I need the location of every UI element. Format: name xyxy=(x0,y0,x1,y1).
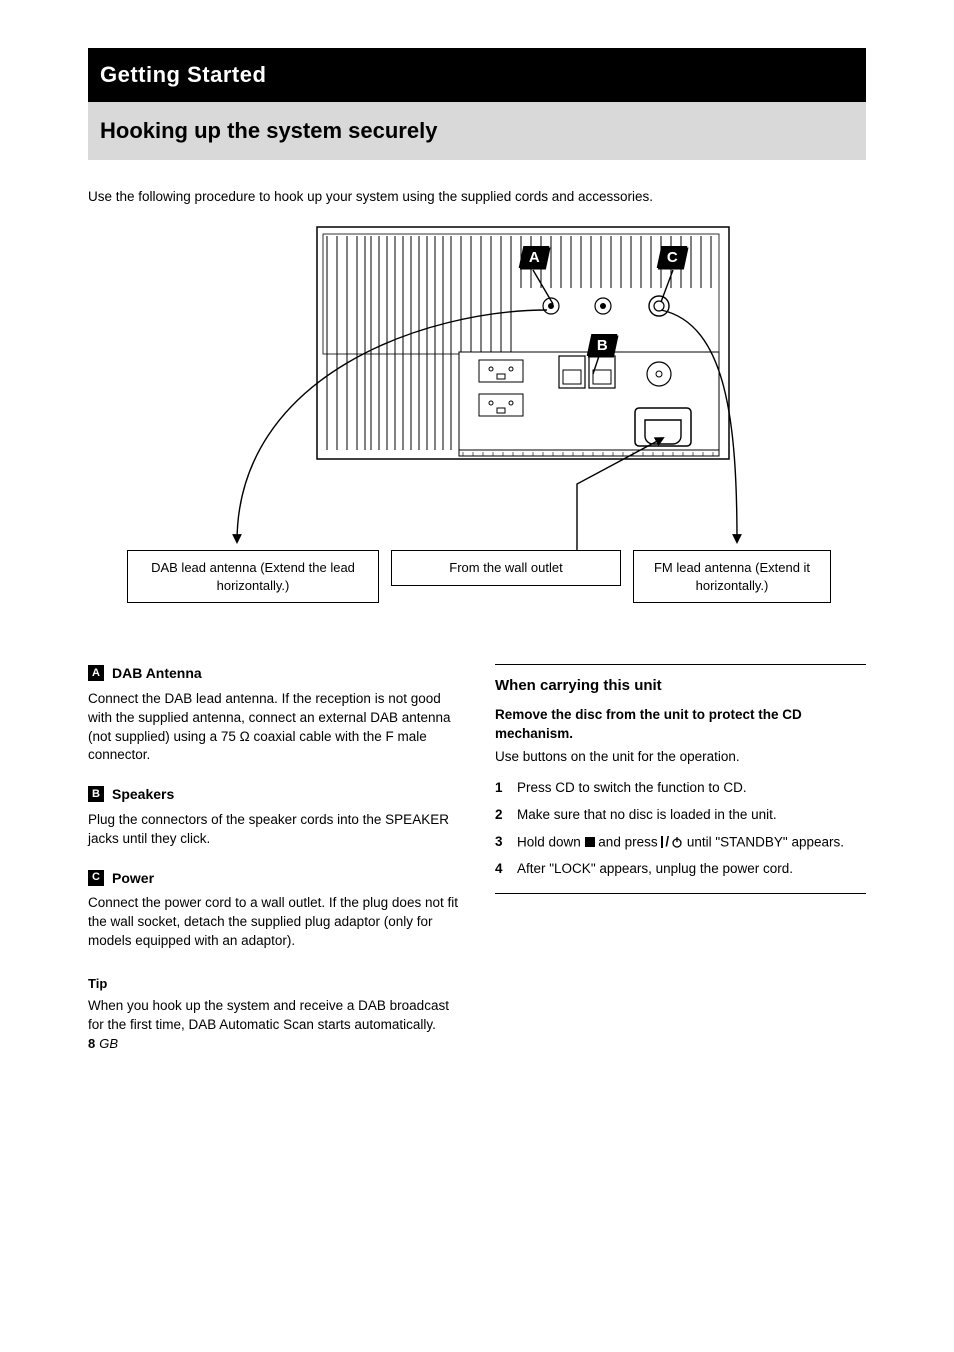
carry-step-1-num: 1 xyxy=(495,779,509,798)
item-b-body: Plug the connectors of the speaker cords… xyxy=(88,811,459,849)
callout-badge-a-label: A xyxy=(529,249,540,266)
callout-box-fm: FM lead antenna (Extend it horizontally.… xyxy=(633,550,831,603)
left-column: A DAB Antenna Connect the DAB lead anten… xyxy=(88,664,459,1035)
carry-steps: 1 Press CD to switch the function to CD.… xyxy=(495,779,866,879)
callout-badge-b-label: B xyxy=(597,337,608,354)
item-a-title: DAB Antenna xyxy=(112,664,202,684)
stop-icon xyxy=(585,837,595,847)
item-b-letter: B xyxy=(88,786,104,802)
carry-intro: Use buttons on the unit for the operatio… xyxy=(495,748,866,767)
item-a: A DAB Antenna Connect the DAB lead anten… xyxy=(88,664,459,765)
carry-subheading: Remove the disc from the unit to protect… xyxy=(495,706,866,744)
page-number: 8 GB xyxy=(88,1036,118,1051)
callout-box-power: From the wall outlet xyxy=(391,550,621,586)
callout-badge-c-label: C xyxy=(667,249,678,266)
item-b-title: Speakers xyxy=(112,785,174,805)
carry-step-4-num: 4 xyxy=(495,860,509,879)
carry-heading: When carrying this unit xyxy=(495,675,866,696)
page-title: Hooking up the system securely xyxy=(88,102,866,160)
carry-step-4-text: After "LOCK" appears, unplug the power c… xyxy=(517,860,793,879)
carry-step-2-num: 2 xyxy=(495,806,509,825)
carry-step-3: 3 Hold down and press / until "STANDBY" … xyxy=(495,833,866,852)
carry-step-1: 1 Press CD to switch the function to CD. xyxy=(495,779,866,798)
right-column: When carrying this unit Remove the disc … xyxy=(495,664,866,1035)
page-number-label: GB xyxy=(99,1036,118,1051)
callout-badge-b: B xyxy=(587,334,618,356)
carry-step-1-text: Press CD to switch the function to CD. xyxy=(517,779,747,798)
divider-top xyxy=(495,664,866,665)
hookup-diagram: A B C DAB lead antenna (Extend the lead … xyxy=(127,224,827,644)
callout-badge-a: A xyxy=(519,246,550,268)
tip-block: Tip When you hook up the system and rece… xyxy=(88,975,459,1035)
item-c-letter: C xyxy=(88,870,104,886)
divider-bottom xyxy=(495,893,866,894)
carry-step-3-num: 3 xyxy=(495,833,509,852)
section-header: Getting Started xyxy=(88,48,866,102)
item-b: B Speakers Plug the connectors of the sp… xyxy=(88,785,459,848)
carry-step-3-text: Hold down and press / until "STANDBY" ap… xyxy=(517,833,844,852)
item-a-body: Connect the DAB lead antenna. If the rec… xyxy=(88,690,459,766)
item-c: C Power Connect the power cord to a wall… xyxy=(88,869,459,951)
power-icon: / xyxy=(661,833,683,852)
item-a-letter: A xyxy=(88,665,104,681)
item-c-title: Power xyxy=(112,869,154,889)
tip-body: When you hook up the system and receive … xyxy=(88,997,459,1035)
carry-step-2-text: Make sure that no disc is loaded in the … xyxy=(517,806,777,825)
section-header-label: Getting Started xyxy=(100,62,266,88)
intro-paragraph: Use the following procedure to hook up y… xyxy=(88,188,788,206)
callout-badge-c: C xyxy=(657,246,688,268)
item-c-body: Connect the power cord to a wall outlet.… xyxy=(88,894,459,951)
tip-heading: Tip xyxy=(88,975,459,993)
callout-box-dab: DAB lead antenna (Extend the lead horizo… xyxy=(127,550,379,603)
carry-step-4: 4 After "LOCK" appears, unplug the power… xyxy=(495,860,866,879)
carry-step-2: 2 Make sure that no disc is loaded in th… xyxy=(495,806,866,825)
page-number-value: 8 xyxy=(88,1036,95,1051)
